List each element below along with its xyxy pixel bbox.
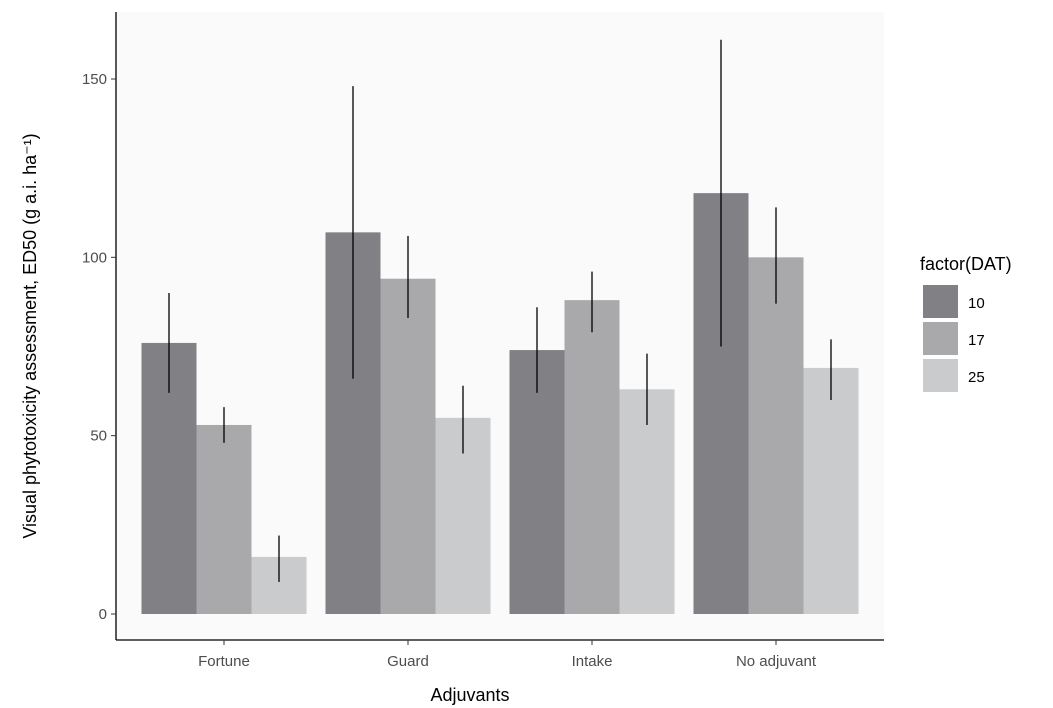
y-tick-label: 0	[99, 606, 107, 623]
legend-key	[923, 285, 958, 318]
legend-key	[923, 359, 958, 392]
x-tick-label: Intake	[572, 653, 613, 670]
legend-title: factor(DAT)	[920, 254, 1012, 274]
bar	[196, 424, 252, 614]
x-tick-label: No adjuvant	[736, 653, 817, 670]
legend-label: 10	[968, 295, 985, 312]
y-tick-label: 150	[82, 71, 107, 88]
y-tick-label: 50	[90, 428, 107, 445]
bar	[803, 367, 859, 614]
y-axis: 0 50 100 150	[82, 12, 117, 640]
legend-key	[923, 322, 958, 355]
plot-panel	[116, 12, 884, 640]
legend-label: 17	[968, 332, 985, 349]
legend-label: 25	[968, 369, 985, 386]
bar	[748, 257, 804, 614]
legend: factor(DAT) 10 17 25	[920, 254, 1012, 392]
x-tick-label: Guard	[387, 653, 429, 670]
y-axis-title: Visual phytotoxicity assessment, ED50 (g…	[20, 133, 40, 538]
bar	[509, 350, 565, 614]
x-tick-label: Fortune	[198, 653, 250, 670]
bar	[380, 278, 436, 614]
x-axis-title: Adjuvants	[430, 685, 509, 705]
y-tick-label: 100	[82, 249, 107, 266]
x-axis: Fortune Guard Intake No adjuvant	[116, 639, 884, 670]
bar	[619, 389, 675, 614]
bar	[564, 300, 620, 614]
